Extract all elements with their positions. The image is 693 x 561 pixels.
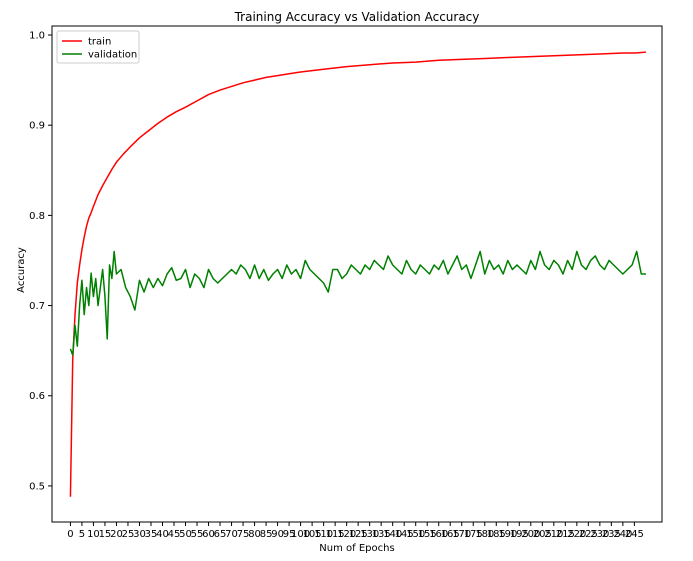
x-tick-label: 205	[533, 529, 552, 540]
x-tick-label: 135	[372, 529, 391, 540]
x-tick-label: 115	[326, 529, 345, 540]
x-tick-label: 240	[613, 529, 632, 540]
x-tick-label: 35	[145, 529, 158, 540]
x-axis-label: Num of Epochs	[319, 543, 394, 554]
x-tick-label: 90	[271, 529, 284, 540]
x-tick-label: 210	[544, 529, 563, 540]
x-tick-label: 10	[87, 529, 100, 540]
x-tick-label: 200	[521, 529, 540, 540]
x-tick-label: 0	[67, 529, 73, 540]
y-tick-label: 0.5	[29, 481, 45, 492]
x-tick-label: 190	[498, 529, 517, 540]
x-tick-label: 40	[156, 529, 169, 540]
series-line-train	[69, 51, 646, 497]
x-tick-label: 50	[179, 529, 192, 540]
series-line-validation	[69, 250, 646, 356]
x-tick-label: 120	[337, 529, 356, 540]
x-tick-label: 55	[191, 529, 204, 540]
x-tick-label: 65	[214, 529, 227, 540]
legend: train validation	[56, 30, 140, 64]
x-tick-label: 15	[99, 529, 112, 540]
legend-entry-train: train	[88, 37, 111, 48]
x-tick-label: 130	[360, 529, 379, 540]
x-tick-label: 170	[452, 529, 471, 540]
legend-entry-validation: validation	[88, 50, 137, 61]
x-tick-label: 230	[590, 529, 609, 540]
x-tick-label: 225	[579, 529, 598, 540]
x-tick-label: 75	[237, 529, 250, 540]
plot-frame	[51, 25, 663, 523]
y-tick-label: 1.0	[29, 31, 45, 42]
y-tick-label: 0.9	[29, 121, 45, 132]
x-tick-label: 110	[314, 529, 333, 540]
x-tick-label: 80	[248, 529, 261, 540]
x-axis: 0 5 10152025303540455055606570758085909510…	[67, 522, 644, 540]
x-tick-label: 220	[567, 529, 586, 540]
x-tick-label: 95	[283, 529, 296, 540]
x-tick-label: 25	[122, 529, 135, 540]
legend-box	[56, 30, 140, 64]
x-tick-label: 195	[510, 529, 529, 540]
x-tick-label: 70	[225, 529, 238, 540]
x-tick-label: 150	[406, 529, 425, 540]
x-tick-label: 30	[133, 529, 146, 540]
series-layer	[69, 51, 646, 497]
x-tick-label: 180	[475, 529, 494, 540]
x-tick-label: 160	[429, 529, 448, 540]
x-tick-label: 125	[349, 529, 368, 540]
x-tick-label: 145	[395, 529, 414, 540]
y-axis-label: Accuracy	[16, 247, 27, 293]
x-tick-label: 60	[202, 529, 215, 540]
plot-area-border	[51, 25, 663, 523]
chart-title: Training Accuracy vs Validation Accuracy	[234, 10, 480, 24]
x-tick-label: 45	[168, 529, 181, 540]
x-tick-label: 20	[110, 529, 123, 540]
x-tick-label: 140	[383, 529, 402, 540]
x-tick-label: 165	[441, 529, 460, 540]
x-tick-label: 245	[625, 529, 644, 540]
y-axis: 0.5 0.6 0.7 0.8 0.9 1.0	[29, 31, 52, 492]
x-tick-label: 235	[602, 529, 621, 540]
y-tick-label: 0.6	[29, 391, 45, 402]
x-tick-label: 105	[303, 529, 322, 540]
x-tick-label: 100	[291, 529, 310, 540]
x-tick-label: 175	[464, 529, 483, 540]
y-tick-label: 0.7	[29, 301, 45, 312]
x-tick-label: 85	[260, 529, 273, 540]
x-tick-label: 215	[556, 529, 575, 540]
x-tick-label: 5	[79, 529, 85, 540]
x-tick-label: 155	[418, 529, 437, 540]
x-tick-label: 185	[487, 529, 506, 540]
y-tick-label: 0.8	[29, 211, 45, 222]
